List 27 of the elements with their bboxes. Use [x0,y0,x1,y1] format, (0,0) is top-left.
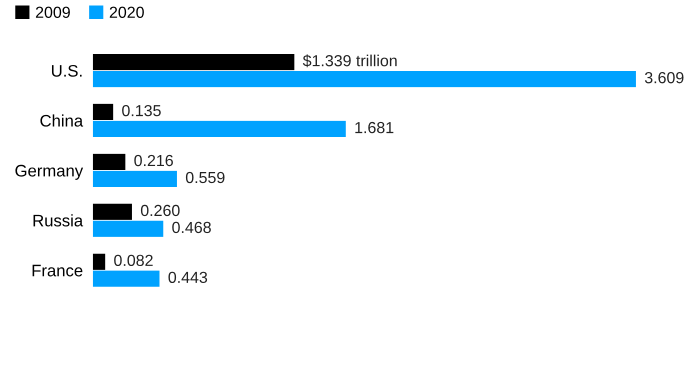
data-label: 0.559 [186,172,224,184]
bar [92,120,346,138]
data-label: 0.443 [168,272,208,284]
data-label: 0.135 [122,104,161,116]
y-tick-label: China [40,114,84,127]
y-tick-label: Russia [34,214,84,227]
y-tick-label: France [32,264,82,276]
data-label: 3.609 [644,72,684,84]
data-label: 0.468 [172,222,211,234]
y-tick-label: Germany [15,164,84,180]
bar [92,204,132,220]
data-label: $1.339 trillion [302,54,397,68]
bar [92,154,126,170]
bar [92,270,160,287]
legend-label: 2020 [110,6,144,18]
bar [92,170,177,187]
legend-label: 2009 [36,6,70,18]
y-tick-label: U.S. [52,64,82,77]
data-label: 1.681 [355,122,394,134]
bar [92,54,294,70]
bar [92,220,164,237]
data-label: 0.260 [140,204,180,216]
bar [92,254,106,270]
data-label: 0.216 [134,154,173,166]
bar [92,104,114,120]
bar [92,70,636,88]
data-label: 0.082 [114,254,153,266]
